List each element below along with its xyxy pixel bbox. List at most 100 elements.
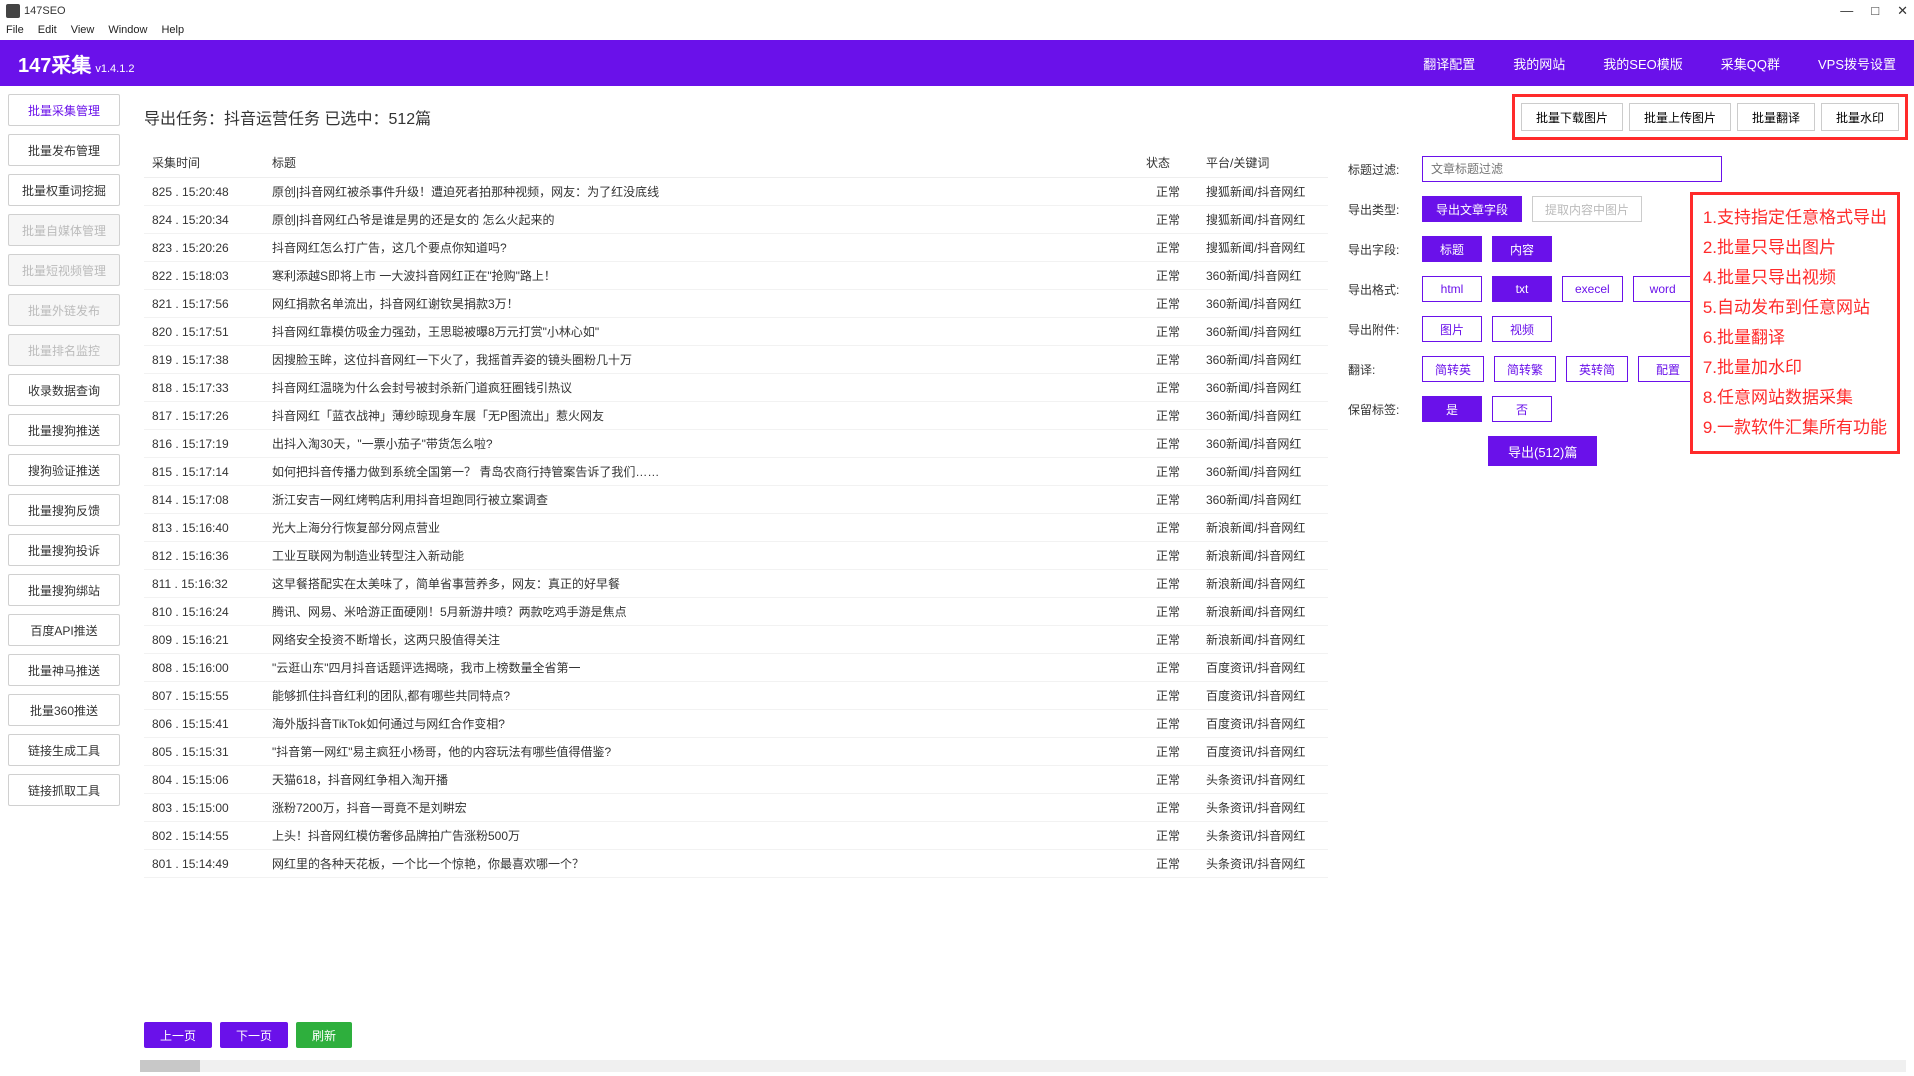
option-pill[interactable]: execel [1562,276,1623,302]
menu-bar: File Edit View Window Help [0,22,1914,40]
table-row[interactable]: 814 . 15:17:08浙江安吉一网红烤鸭店利用抖音坦跑同行被立案调查正常3… [144,486,1328,514]
menu-file[interactable]: File [6,24,24,36]
option-pill[interactable]: txt [1492,276,1552,302]
table-row[interactable]: 801 . 15:14:49网红里的各种天花板，一个比一个惊艳，你最喜欢哪一个？… [144,850,1328,878]
option-pill[interactable]: 内容 [1492,236,1552,262]
sidebar-item[interactable]: 批量外链发布 [8,294,120,326]
cell-title: 寒利添越S即将上市 一大波抖音网红正在"抢购"路上！ [264,262,1138,290]
table-row[interactable]: 825 . 15:20:48原创|抖音网红被杀事件升级！遭迫死者拍那种视频，网友… [144,178,1328,206]
option-pill[interactable]: 视频 [1492,316,1552,342]
next-page-button[interactable]: 下一页 [220,1022,288,1048]
table-row[interactable]: 818 . 15:17:33抖音网红温晓为什么会封号被封杀新门道疯狂圈钱引热议正… [144,374,1328,402]
table-row[interactable]: 810 . 15:16:24腾讯、网易、米哈游正面硬刚！5月新游井喷？两款吃鸡手… [144,598,1328,626]
cell-title: 网红捐款名单流出，抖音网红谢钦昊捐款3万！ [264,290,1138,318]
cell-platform: 360新闻/抖音网红 [1198,458,1328,486]
sidebar-item[interactable]: 批量发布管理 [8,134,120,166]
table-row[interactable]: 822 . 15:18:03寒利添越S即将上市 一大波抖音网红正在"抢购"路上！… [144,262,1328,290]
option-pill[interactable]: word [1633,276,1693,302]
table-row[interactable]: 823 . 15:20:26抖音网红怎么打广告，这几个要点你知道吗?正常搜狐新闻… [144,234,1328,262]
sidebar-item[interactable]: 百度API推送 [8,614,120,646]
topnav-item[interactable]: 采集QQ群 [1721,54,1780,73]
cell-time: 809 . 15:16:21 [144,626,264,654]
refresh-button[interactable]: 刷新 [296,1022,352,1048]
prev-page-button[interactable]: 上一页 [144,1022,212,1048]
table-row[interactable]: 815 . 15:17:14如何把抖音传播力做到系统全国第一？ 青岛农商行持管案… [144,458,1328,486]
table-row[interactable]: 812 . 15:16:36工业互联网为制造业转型注入新动能正常新浪新闻/抖音网… [144,542,1328,570]
sidebar-item[interactable]: 批量搜狗反馈 [8,494,120,526]
option-pill[interactable]: 简转繁 [1494,356,1556,382]
export-button[interactable]: 导出(512)篇 [1488,436,1597,466]
header-action-button[interactable]: 批量上传图片 [1629,103,1731,131]
table-row[interactable]: 813 . 15:16:40光大上海分行恢复部分网点营业正常新浪新闻/抖音网红 [144,514,1328,542]
header-action-button[interactable]: 批量下载图片 [1521,103,1623,131]
option-pill[interactable]: html [1422,276,1482,302]
window-maximize[interactable]: □ [1871,3,1879,19]
sidebar-item[interactable]: 批量360推送 [8,694,120,726]
sidebar-item[interactable]: 批量短视频管理 [8,254,120,286]
table-row[interactable]: 802 . 15:14:55上头！抖音网红模仿奢侈品牌拍广告涨粉500万正常头条… [144,822,1328,850]
menu-edit[interactable]: Edit [38,24,57,36]
option-pill[interactable]: 否 [1492,396,1552,422]
table-row[interactable]: 806 . 15:15:41海外版抖音TikTok如何通过与网红合作变相?正常百… [144,710,1328,738]
cell-status: 正常 [1138,710,1198,738]
sidebar-item[interactable]: 批量排名监控 [8,334,120,366]
option-pill[interactable]: 导出文章字段 [1422,196,1522,222]
table-row[interactable]: 805 . 15:15:31"抖音第一网红"易主疯狂小杨哥，他的内容玩法有哪些值… [144,738,1328,766]
sidebar-item[interactable]: 批量权重词挖掘 [8,174,120,206]
cell-status: 正常 [1138,318,1198,346]
menu-window[interactable]: Window [108,24,147,36]
title-filter-input[interactable] [1422,156,1722,182]
callout-line: 5.自动发布到任意网站 [1703,293,1887,323]
sidebar-item[interactable]: 链接抓取工具 [8,774,120,806]
topnav-item[interactable]: VPS拨号设置 [1818,54,1896,73]
menu-help[interactable]: Help [161,24,184,36]
sidebar-item[interactable]: 链接生成工具 [8,734,120,766]
table-row[interactable]: 807 . 15:15:55能够抓住抖音红利的团队,都有哪些共同特点?正常百度资… [144,682,1328,710]
option-pill[interactable]: 图片 [1422,316,1482,342]
header-action-button[interactable]: 批量水印 [1821,103,1899,131]
header-action-button[interactable]: 批量翻译 [1737,103,1815,131]
table-row[interactable]: 824 . 15:20:34原创|抖音网红凸爷是谁是男的还是女的 怎么火起来的正… [144,206,1328,234]
cell-status: 正常 [1138,486,1198,514]
option-pill[interactable]: 是 [1422,396,1482,422]
table-row[interactable]: 808 . 15:16:00"云逛山东"四月抖音话题评选揭晓，我市上榜数量全省第… [144,654,1328,682]
sidebar-item[interactable]: 批量搜狗绑站 [8,574,120,606]
translate-label: 翻译: [1348,361,1408,378]
table-row[interactable]: 811 . 15:16:32这早餐搭配实在太美味了，简单省事营养多，网友：真正的… [144,570,1328,598]
option-pill[interactable]: 标题 [1422,236,1482,262]
cell-time: 802 . 15:14:55 [144,822,264,850]
sidebar-item[interactable]: 批量神马推送 [8,654,120,686]
table-row[interactable]: 819 . 15:17:38因搜脸玉眸，这位抖音网红一下火了，我摇首弄姿的镜头圈… [144,346,1328,374]
table-row[interactable]: 804 . 15:15:06天猫618，抖音网红争相入淘开播正常头条资讯/抖音网… [144,766,1328,794]
topnav-item[interactable]: 我的网站 [1513,54,1565,73]
table-row[interactable]: 821 . 15:17:56网红捐款名单流出，抖音网红谢钦昊捐款3万！正常360… [144,290,1328,318]
cell-status: 正常 [1138,374,1198,402]
sidebar-item[interactable]: 批量搜狗投诉 [8,534,120,566]
cell-time: 825 . 15:20:48 [144,178,264,206]
window-minimize[interactable]: — [1840,3,1853,19]
sidebar-item[interactable]: 搜狗验证推送 [8,454,120,486]
option-pill[interactable]: 提取内容中图片 [1532,196,1642,222]
cell-status: 正常 [1138,402,1198,430]
table-row[interactable]: 809 . 15:16:21网络安全投资不断增长，这两只股值得关注正常新浪新闻/… [144,626,1328,654]
horizontal-scrollbar[interactable] [140,1060,1906,1072]
table-row[interactable]: 816 . 15:17:19出抖入淘30天，"一票小茄子"带货怎么啦?正常360… [144,430,1328,458]
sidebar-item[interactable]: 批量自媒体管理 [8,214,120,246]
option-pill[interactable]: 英转简 [1566,356,1628,382]
topnav-item[interactable]: 我的SEO模版 [1603,54,1682,73]
sidebar-item[interactable]: 收录数据查询 [8,374,120,406]
menu-view[interactable]: View [71,24,95,36]
cell-time: 810 . 15:16:24 [144,598,264,626]
table-row[interactable]: 803 . 15:15:00涨粉7200万，抖音一哥竟不是刘畊宏正常头条资讯/抖… [144,794,1328,822]
topnav-item[interactable]: 翻译配置 [1423,54,1475,73]
table-row[interactable]: 820 . 15:17:51抖音网红靠模仿吸金力强劲，王思聪被曝8万元打赏"小林… [144,318,1328,346]
cell-time: 823 . 15:20:26 [144,234,264,262]
sidebar-item[interactable]: 批量搜狗推送 [8,414,120,446]
cell-time: 822 . 15:18:03 [144,262,264,290]
sidebar-item[interactable]: 批量采集管理 [8,94,120,126]
window-close[interactable]: ✕ [1897,3,1908,19]
table-row[interactable]: 817 . 15:17:26抖音网红「蓝衣战神」薄纱晾现身车展「无P图流出」惹火… [144,402,1328,430]
cell-platform: 头条资讯/抖音网红 [1198,766,1328,794]
cell-platform: 搜狐新闻/抖音网红 [1198,206,1328,234]
option-pill[interactable]: 简转英 [1422,356,1484,382]
